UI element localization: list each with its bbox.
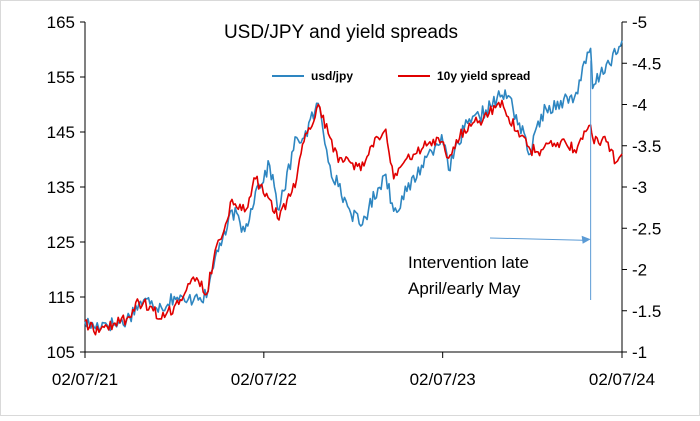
- x-axis-ticks: 02/07/21 02/07/22 02/07/23 02/07/24: [52, 352, 655, 389]
- legend-label-usdjpy: usd/jpy: [311, 69, 353, 83]
- right-axis-tick-label: -1.5: [632, 302, 661, 321]
- legend: usd/jpy 10y yield spread: [272, 69, 530, 83]
- right-axis-tick-label: -2: [632, 261, 647, 280]
- x-axis-tick-label: 02/07/21: [52, 370, 118, 389]
- x-axis-tick-label: 02/07/23: [410, 370, 476, 389]
- left-axis-ticks: 105 115 125 135 145 155 165: [47, 13, 85, 362]
- chart-title: USD/JPY and yield spreads: [224, 22, 458, 43]
- left-axis-tick-label: 145: [47, 123, 75, 142]
- right-axis-tick-label: -3: [632, 178, 647, 197]
- right-axis-tick-label: -5: [632, 13, 647, 32]
- annotation-line-2: April/early May: [408, 279, 521, 298]
- series-group: [84, 40, 623, 336]
- left-axis-tick-label: 115: [48, 288, 75, 307]
- annotation-arrow: [489, 237, 583, 241]
- right-axis-tick-label: -1: [632, 343, 647, 362]
- left-axis-tick-label: 135: [47, 178, 75, 197]
- right-axis-tick-label: -2.5: [632, 219, 661, 238]
- legend-label-yield-spread: 10y yield spread: [437, 69, 530, 83]
- series-line-yield-spread: [84, 99, 623, 336]
- x-axis-tick-label: 02/07/24: [589, 370, 655, 389]
- right-axis-tick-label: -3.5: [632, 137, 661, 156]
- left-axis-tick-label: 165: [47, 13, 75, 32]
- right-axis-ticks: -1 -1.5 -2 -2.5 -3 -3.5 -4 -4.5 -5: [622, 13, 661, 362]
- annotation-line-1: Intervention late: [408, 253, 529, 272]
- annotation: Intervention late April/early May: [408, 60, 592, 300]
- left-axis-tick-label: 125: [47, 233, 75, 252]
- series-line-usdjpy: [84, 40, 623, 332]
- left-axis-tick-label: 105: [47, 343, 75, 362]
- x-axis-tick-label: 02/07/22: [231, 370, 297, 389]
- right-axis-tick-label: -4.5: [632, 54, 661, 73]
- left-axis-tick-label: 155: [47, 68, 75, 87]
- right-axis-tick-label: -4: [632, 96, 647, 115]
- annotation-arrowhead: [581, 235, 591, 244]
